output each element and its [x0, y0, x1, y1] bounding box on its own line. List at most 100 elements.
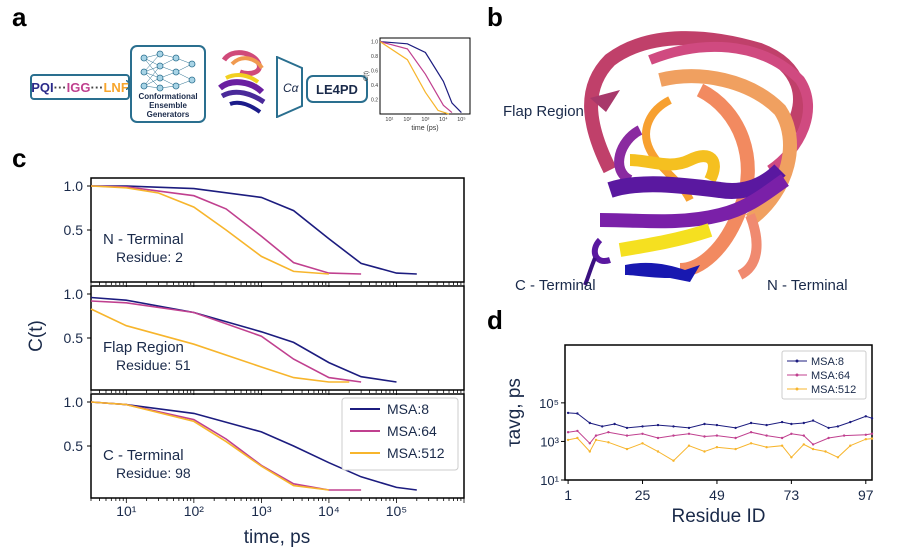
xtick-label-d-0: 1: [564, 487, 572, 503]
legend-label-0: MSA:8: [387, 401, 429, 417]
legend-label-d-2: MSA:512: [811, 384, 856, 396]
inset-ytick-0: 1.0: [371, 40, 378, 46]
calpha-funnel: Cα: [276, 56, 303, 118]
generator-label-2: Ensemble: [149, 100, 187, 110]
data-point: [842, 434, 846, 437]
inset-line-msa64: [379, 41, 453, 114]
xtick-label-d-1: 25: [635, 487, 651, 503]
data-point: [790, 432, 793, 435]
ytick-label-1-0: 1.0: [64, 178, 84, 194]
sequence-box: PQI ··· IGG ··· LNF: [30, 74, 130, 100]
chart-d-relaxation-times: 10¹ 10³ 10⁵ 1 25 49 73 97 Residue ID τavg, ps MSA:…: [504, 344, 874, 527]
subplot-sublabel-1: Residue: 2: [116, 249, 183, 265]
data-point: [802, 434, 805, 437]
subplot-label-1: N - Terminal: [103, 231, 184, 248]
seq-part-2: IGG: [66, 79, 91, 95]
data-point: [641, 432, 644, 435]
calpha-label: Cα: [283, 81, 300, 95]
protein-ensemble-icon: [218, 50, 266, 114]
panel-label-d: d: [487, 305, 503, 335]
data-point: [864, 415, 867, 418]
inset-ytick-4: 0.2: [371, 98, 378, 104]
legend-label-1: MSA:64: [387, 423, 437, 439]
data-point: [656, 436, 660, 440]
data-point: [576, 436, 579, 440]
protein-structure-illustration: [583, 31, 814, 286]
data-point: [870, 417, 874, 420]
data-point: [566, 431, 570, 434]
seq-part-3: LNF: [103, 79, 129, 95]
xtick-label-d-2: 49: [709, 487, 725, 503]
series-line-msa8-subplot-1: [91, 185, 417, 275]
inset-chart: 1.0 0.8 0.6 0.4 0.2 10¹ 10² 10³ 10⁴ 10⁵ time (ps) C…: [364, 37, 471, 132]
legend-d: MSA:8 MSA:64 MSA:512: [781, 350, 867, 400]
data-point: [734, 447, 737, 451]
legend-label-d-0: MSA:8: [811, 356, 844, 368]
data-point: [672, 459, 675, 462]
panel-label-c: c: [12, 143, 27, 173]
data-point: [734, 426, 737, 430]
data-point: [836, 456, 840, 459]
data-point: [703, 435, 706, 438]
data-point: [576, 412, 579, 415]
data-point: [594, 434, 598, 437]
xtick-label-1: 10²: [184, 503, 205, 519]
inset-ytick-1: 0.8: [371, 54, 378, 60]
data-point: [870, 432, 874, 435]
ytick-label-d-0: 10¹: [540, 473, 559, 488]
flap-region-label: Flap Region: [503, 103, 584, 120]
subplot-frame-1: [90, 177, 465, 283]
panel-label-a: a: [12, 2, 27, 32]
inset-ytick-2: 0.6: [371, 69, 378, 75]
inset-ylabel: C(t): [364, 71, 370, 81]
legend-box-d: [781, 350, 867, 400]
inset-xtick-2: 10³: [421, 117, 429, 123]
data-point: [715, 434, 719, 437]
data-point: [625, 426, 629, 430]
data-point: [687, 432, 691, 435]
ytick-label-3-0: 1.0: [64, 394, 84, 410]
inset-frame: [379, 37, 471, 115]
data-point: [703, 422, 706, 426]
data-point: [765, 423, 768, 427]
data-point: [836, 425, 840, 428]
ytick-label-3-1: 0.5: [64, 438, 84, 454]
seq-part-1: PQI: [31, 79, 54, 95]
data-point: [870, 437, 874, 440]
data-point: [780, 420, 784, 424]
inset-xtick-3: 10⁴: [439, 116, 448, 123]
data-point: [641, 442, 644, 445]
n-terminal-label: N - Terminal: [767, 277, 848, 294]
data-point: [811, 443, 815, 446]
data-point: [607, 441, 610, 444]
inset-line-msa512: [379, 41, 449, 115]
xtick-label-d-3: 73: [784, 487, 800, 503]
legend-label-2: MSA:512: [387, 445, 445, 461]
x-axis-title-d: Residue ID: [672, 506, 766, 527]
data-point: [625, 447, 629, 451]
data-point: [780, 436, 784, 440]
xtick-label-3: 10⁴: [318, 503, 340, 519]
legend-marker-d-0: [795, 359, 799, 363]
data-point: [566, 438, 570, 442]
xtick-label-d-4: 97: [858, 487, 874, 503]
series-line-msa8: [568, 412, 873, 429]
neural-network-icon: [140, 50, 196, 91]
data-point: [672, 425, 675, 428]
series-line-msa512-subplot-2: [90, 308, 350, 383]
y-axis-title-d: τavg, ps: [504, 378, 525, 447]
legend-marker-d-2: [795, 387, 799, 391]
inset-xtick-0: 10¹: [385, 117, 393, 123]
data-point: [749, 431, 753, 434]
data-point: [827, 426, 830, 430]
data-point: [780, 444, 784, 447]
data-point: [588, 442, 591, 445]
data-point: [811, 447, 815, 451]
data-point: [827, 436, 830, 440]
data-point: [703, 450, 706, 453]
data-point: [734, 436, 737, 440]
subplot-frame-2: [90, 285, 465, 391]
c-terminal-label: C - Terminal: [515, 277, 596, 294]
data-point: [849, 444, 852, 447]
data-point: [715, 423, 719, 427]
